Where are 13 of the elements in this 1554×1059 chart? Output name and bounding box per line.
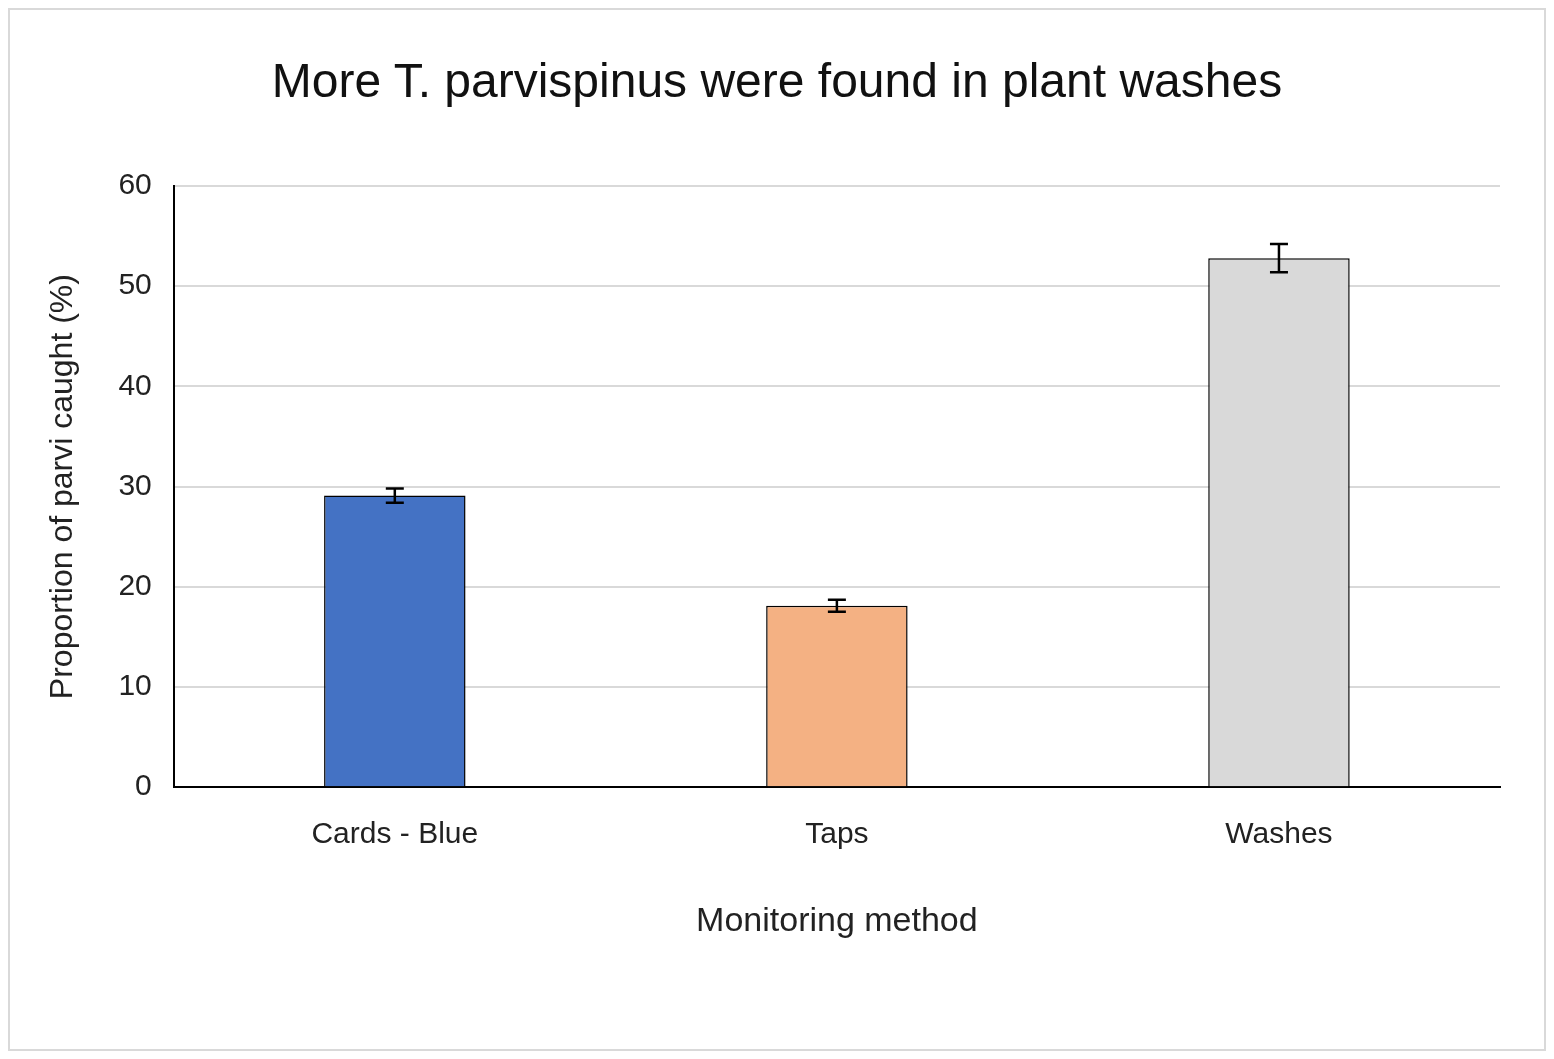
y-axis-title: Proportion of parvi caught (%): [43, 274, 80, 700]
x-tick-label: Washes: [1225, 816, 1333, 850]
y-tick-label: 60: [118, 167, 152, 201]
x-axis-title: Monitoring method: [696, 899, 978, 938]
y-tick-label: 50: [118, 267, 152, 301]
y-tick-label: 40: [118, 367, 152, 401]
y-tick-label: 0: [135, 768, 152, 802]
x-tick-label: Cards - Blue: [311, 816, 479, 850]
x-tick-label: Taps: [805, 816, 869, 850]
y-tick-label: 20: [118, 568, 152, 602]
y-tick-label: 30: [118, 467, 152, 501]
chart-title: More T. parvispinus were found in plant washes: [270, 53, 1284, 109]
y-tick-label: 10: [118, 668, 152, 702]
